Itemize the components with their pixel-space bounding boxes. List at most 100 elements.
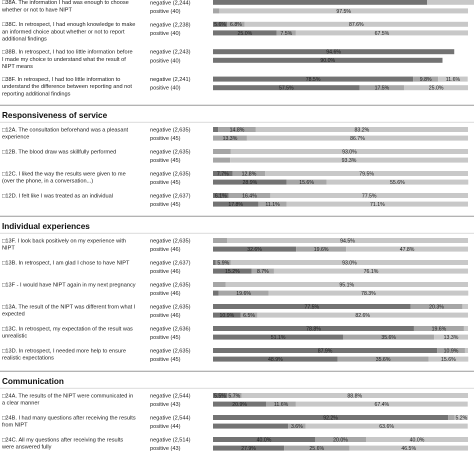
group-label: positive (45)	[150, 180, 181, 186]
question-label: NIPT means	[2, 64, 33, 70]
group-label: negative (2,635)	[150, 239, 191, 245]
data-label: 6.5%	[243, 313, 255, 319]
question-label: from NIPT	[2, 423, 28, 429]
question-label: experience	[2, 135, 29, 141]
data-label: 83.2%	[355, 127, 370, 133]
data-label: 5.5%	[214, 393, 226, 399]
bar-segment	[265, 171, 468, 176]
data-label: 15.6%	[441, 357, 456, 363]
data-label: 77.5%	[362, 193, 377, 199]
bar-segment	[257, 312, 468, 318]
bar-segment	[213, 445, 285, 451]
data-label: 6.8%	[230, 22, 242, 28]
data-label: 28.9%	[242, 180, 257, 186]
bar-segment	[258, 201, 287, 207]
bar-segment	[213, 334, 344, 340]
data-label: 79.5%	[359, 171, 374, 177]
question-label: □24C. All my questions after receiving t…	[2, 437, 123, 443]
data-label: 25.0%	[238, 31, 253, 37]
data-label: 46.5%	[401, 446, 416, 452]
data-label: 86.7%	[350, 136, 365, 142]
bar-segment	[232, 171, 266, 176]
data-label: 8.7%	[257, 269, 269, 275]
bar-segment	[218, 127, 256, 132]
bar-segment	[295, 401, 468, 407]
bar-segment	[213, 260, 216, 265]
data-label: 5.7%	[228, 393, 240, 399]
question-label: reporting additional findings	[2, 91, 71, 97]
bar-segment	[213, 127, 219, 132]
group-label: positive (44)	[150, 424, 181, 430]
question-label: whether or not to have NIPT	[1, 7, 73, 13]
data-label: 82.6%	[355, 313, 370, 319]
question-label: □13F - I would have NIPT again in my nex…	[2, 282, 136, 288]
data-label: 11.6%	[274, 402, 289, 408]
bar-segment	[438, 76, 468, 82]
data-label: 47.8%	[400, 247, 415, 253]
data-label: 71.1%	[370, 202, 385, 208]
data-label: 40.0%	[257, 437, 272, 443]
bar-segment	[225, 282, 468, 287]
group-label: positive (40)	[150, 31, 181, 37]
data-label: 78.8%	[306, 326, 321, 332]
bar-segment	[448, 415, 455, 420]
bar-segment	[288, 423, 306, 429]
data-label: 7.5%	[280, 31, 292, 37]
group-label: positive (46)	[150, 247, 181, 253]
bar-segment	[404, 85, 468, 91]
group-label: positive (43)	[150, 446, 181, 452]
bar-segment	[213, 393, 228, 398]
section-title: Individual experiences	[2, 222, 90, 231]
bar-segment	[213, 57, 443, 63]
question-label: □13C. In retrospect, my expectation of t…	[2, 326, 133, 332]
bar-segment	[246, 135, 468, 141]
bar-segment	[215, 260, 231, 265]
bar-segment	[276, 30, 296, 36]
question-label: □38F. In retrospect, I had too little in…	[2, 77, 120, 83]
data-label: 10.9%	[220, 313, 235, 319]
bar-segment	[410, 304, 463, 309]
bar-segment	[255, 127, 468, 132]
group-label: negative (2,637)	[150, 261, 191, 267]
question-label: □38B. In retrospect, I had too little in…	[2, 50, 133, 56]
group-label: negative (2,635)	[150, 128, 191, 134]
group-label: negative (2,514)	[150, 438, 191, 444]
bar-segment	[213, 312, 241, 318]
bar-segment	[213, 193, 229, 198]
bar-segment	[286, 201, 468, 207]
data-label: 40.0%	[410, 437, 425, 443]
group-label: positive (46)	[150, 269, 181, 275]
bar-segment	[343, 334, 435, 340]
bar-segment	[227, 238, 468, 243]
bar-segment	[427, 0, 474, 5]
bar-segment	[296, 246, 347, 252]
question-label: □12A. The consultation beforehand was a …	[2, 127, 129, 133]
bar-segment	[359, 85, 405, 91]
bar-segment	[230, 149, 468, 154]
data-label: 15.2%	[225, 269, 240, 275]
group-label: positive (45)	[150, 136, 181, 142]
bar-segment	[213, 8, 220, 14]
data-label: 94.6%	[326, 50, 341, 56]
section-title: Communication	[2, 377, 64, 386]
data-label: 6.1%	[215, 193, 227, 199]
data-label: 93.3%	[342, 158, 357, 164]
bar-segment	[349, 445, 468, 451]
data-label: 78.3%	[361, 291, 376, 297]
bar-segment	[213, 171, 233, 176]
bar-segment	[213, 85, 360, 91]
question-label: □13B. In retrospect, I am glad I chose t…	[2, 260, 130, 266]
bar-segment	[213, 179, 287, 185]
data-label: 19.6%	[432, 326, 447, 332]
group-label: negative (2,635)	[150, 150, 191, 156]
data-label: 63.6%	[379, 424, 394, 430]
bar-segment	[268, 290, 469, 296]
data-label: 88.8%	[347, 393, 362, 399]
bar-segment	[213, 30, 277, 36]
group-label: positive (40)	[150, 9, 181, 15]
bar-segment	[213, 21, 228, 27]
bar-segment	[213, 356, 338, 362]
question-label: □38A. The information I had was enough t…	[2, 0, 129, 6]
bar-segment	[428, 356, 469, 362]
data-label: 87.9%	[318, 348, 333, 354]
